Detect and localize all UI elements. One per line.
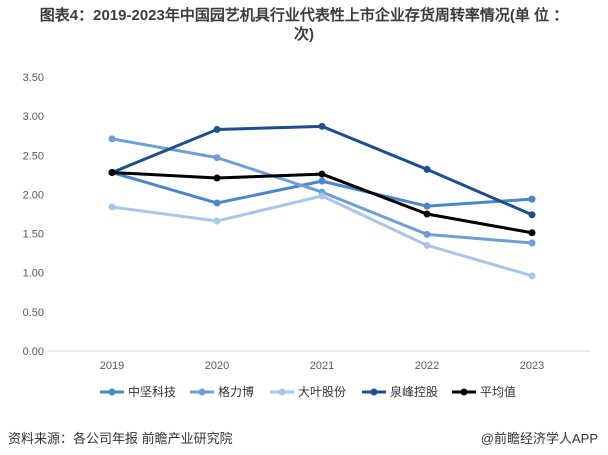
legend-label: 泉峰控股 (390, 385, 438, 399)
data-point (213, 199, 221, 207)
data-point (108, 135, 116, 143)
data-point (528, 195, 536, 203)
data-point (213, 217, 221, 225)
legend-item: 平均值 (452, 384, 516, 399)
y-tick-label: 2.00 (23, 189, 44, 201)
x-tick-label: 2023 (520, 360, 544, 372)
series-2 (108, 135, 536, 247)
legend-marker (108, 388, 116, 396)
series-line (111, 194, 533, 278)
y-tick-label: 1.50 (23, 229, 44, 241)
y-tick-label: 3.00 (23, 111, 44, 123)
series-line (111, 124, 533, 217)
data-point (318, 192, 326, 200)
series-lines (108, 122, 536, 280)
legend-label: 大叶股份 (298, 385, 346, 399)
legend-item: 中坚科技 (100, 384, 176, 399)
data-point (213, 125, 221, 133)
y-axis-ticks: 0.00 0.50 1.00 1.50 2.00 2.50 3.00 3.50 (23, 72, 44, 358)
legend-item: 格力博 (190, 384, 254, 399)
legend-marker (460, 388, 468, 396)
y-tick-label: 2.50 (23, 150, 44, 162)
data-point (318, 122, 326, 130)
data-point (528, 239, 536, 247)
legend: 中坚科技 格力博 大叶股份 泉峰控股 平均值 (100, 384, 516, 399)
title-line-2: 次) (294, 26, 314, 43)
chart-title: 图表4：2019-2023年中国园艺机具行业代表性上市企业存货周转率情况(单 位… (6, 6, 602, 44)
series-3 (108, 192, 536, 280)
legend-label: 中坚科技 (128, 384, 176, 399)
x-axis-ticks: 2019 2020 2021 2022 2023 (100, 360, 544, 372)
data-point (423, 165, 431, 173)
x-tick-label: 2019 (100, 360, 124, 372)
brand-label: @前瞻经济学人APP (480, 431, 598, 446)
legend-marker (370, 388, 378, 396)
data-point (423, 230, 431, 238)
data-point (423, 241, 431, 249)
x-tick-label: 2022 (415, 360, 439, 372)
legend-label: 格力博 (218, 384, 254, 399)
data-point (213, 174, 221, 182)
legend-item: 泉峰控股 (362, 385, 438, 399)
legend-label: 平均值 (480, 384, 516, 399)
data-point (108, 203, 116, 211)
legend-marker (198, 388, 206, 396)
x-tick-label: 2021 (310, 360, 334, 372)
series-5 (108, 169, 536, 237)
data-point (318, 170, 326, 178)
x-tick-label: 2020 (205, 360, 229, 372)
data-point (108, 169, 116, 177)
data-point (318, 177, 326, 185)
legend-marker (278, 388, 286, 396)
y-tick-label: 0.50 (23, 307, 44, 319)
source-note: 资料来源：各公司年报 前瞻产业研究院 (8, 431, 233, 446)
title-line-1: 图表4：2019-2023年中国园艺机具行业代表性上市企业存货周转率情况(单 位… (39, 7, 569, 24)
data-point (528, 211, 536, 219)
data-point (528, 229, 536, 237)
data-point (423, 210, 431, 218)
y-tick-label: 1.00 (23, 268, 44, 280)
legend-item: 大叶股份 (270, 385, 346, 399)
data-point (528, 272, 536, 280)
y-tick-label: 3.50 (23, 72, 44, 84)
y-tick-label: 0.00 (23, 346, 44, 358)
data-point (423, 202, 431, 210)
data-point (213, 154, 221, 162)
